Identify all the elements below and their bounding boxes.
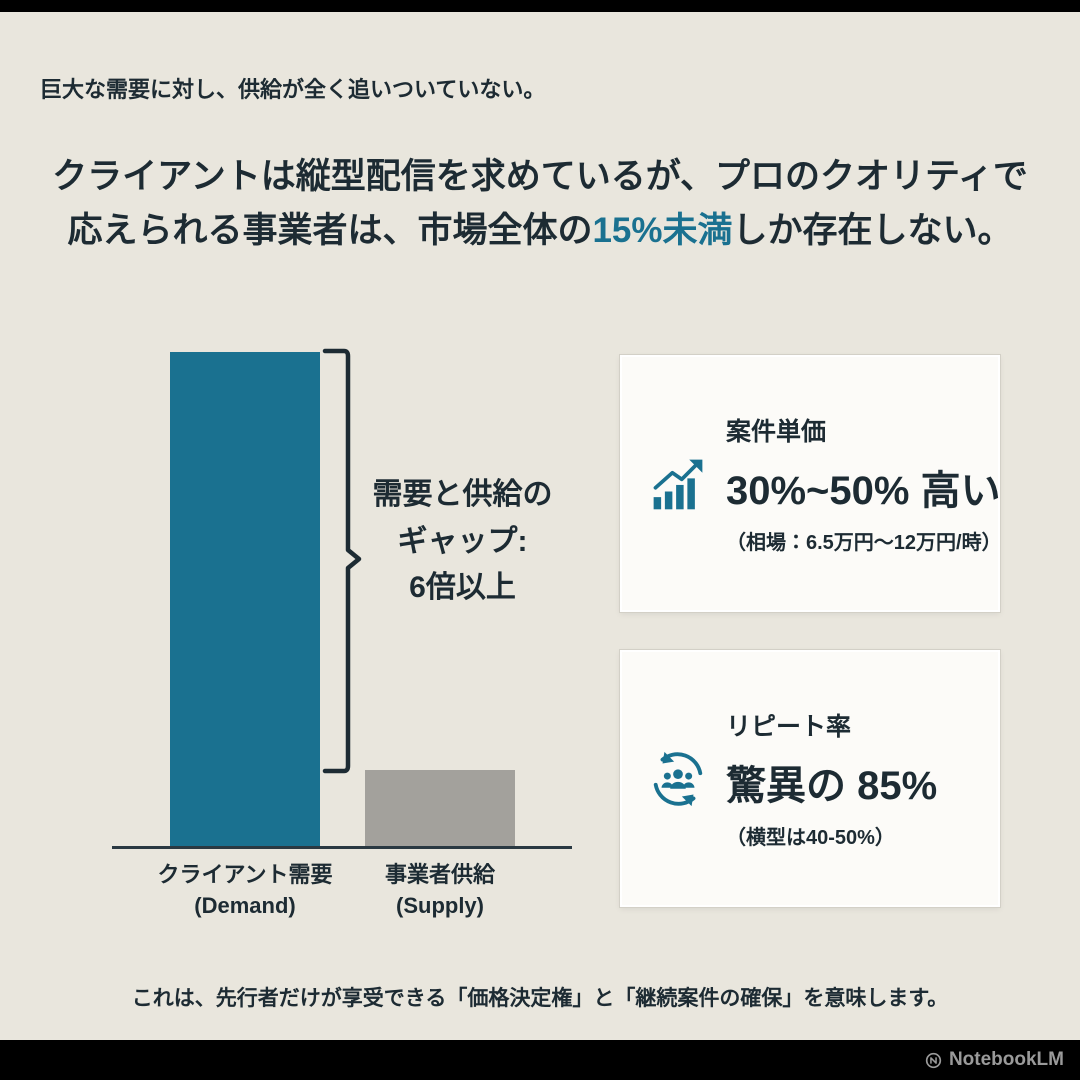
repeat-customers-icon	[646, 748, 710, 810]
bar-label-supply: 事業者供給 (Supply)	[335, 860, 545, 922]
notebooklm-logo-icon	[925, 1052, 942, 1068]
title-line1: クライアントは縦型配信を求めているが、プロのクオリティで	[52, 157, 1028, 196]
card-repeat-rate: リピート率 驚異の 85% （横型は40-50%）	[620, 650, 1000, 907]
bar-label-demand-en: (Demand)	[194, 892, 296, 918]
gap-annotation-line3: 6倍以上	[409, 571, 516, 604]
gap-bracket	[322, 348, 362, 774]
chart-axis-line	[112, 846, 572, 849]
slide-title: クライアントは縦型配信を求めているが、プロのクオリティで 応えられる事業者は、市…	[0, 150, 1080, 259]
letterbox-top	[0, 0, 1080, 12]
card-unit-price-label: 案件単価	[726, 418, 827, 446]
eyebrow-text: 巨大な需要に対し、供給が全く追いついていない。	[40, 77, 546, 102]
card-repeat-rate-note: （横型は40-50%）	[726, 827, 895, 849]
title-line2-post: しか存在しない。	[732, 211, 1013, 251]
growth-chart-icon	[646, 454, 710, 514]
title-line2-pre: 応えられる事業者は、市場全体の	[67, 211, 593, 251]
bar-supply	[365, 770, 515, 846]
card-repeat-rate-label: リピート率	[726, 713, 852, 741]
gap-annotation-line1: 需要と供給の	[372, 478, 553, 511]
title-highlight: 15%未満	[592, 211, 733, 251]
card-unit-price-note: （相場：6.5万円〜12万円/時）	[726, 532, 1002, 554]
card-unit-price: 案件単価 30%~50% 高い （相場：6.5万円〜12万円/時）	[620, 355, 1002, 612]
bar-label-supply-jp: 事業者供給	[384, 862, 495, 887]
bar-label-demand-jp: クライアント需要	[157, 862, 333, 887]
watermark-label: NotebookLM	[948, 1049, 1064, 1070]
bar-label-demand: クライアント需要 (Demand)	[140, 860, 350, 922]
gap-annotation: 需要と供給の ギャップ: 6倍以上	[355, 472, 570, 612]
bar-label-supply-en: (Supply)	[396, 892, 484, 918]
card-repeat-rate-value: 驚異の 85%	[726, 764, 938, 808]
bar-demand	[170, 352, 320, 846]
card-unit-price-value: 30%~50% 高い	[726, 469, 1001, 513]
letterbox-bottom: NotebookLM	[0, 1040, 1080, 1080]
footer-statement: これは、先行者だけが享受できる「価格決定権」と「継続案件の確保」を意味します。	[131, 987, 949, 1010]
gap-annotation-line2: ギャップ:	[397, 524, 528, 558]
